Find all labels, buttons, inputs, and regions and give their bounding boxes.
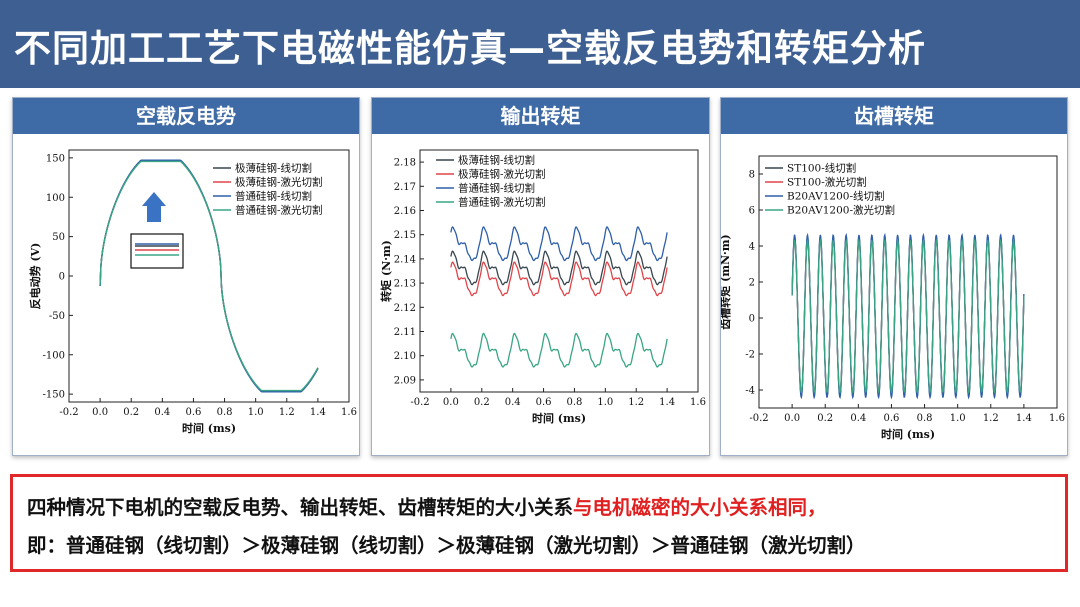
x-tick-label: 0.2 [123,407,139,418]
x-tick-label: 1.2 [983,413,999,424]
y-axis-label: 齿槽转矩 (mN·m) [721,234,732,329]
series-line [99,160,319,392]
legend-entry: 极薄硅钢-线切割 [235,162,312,175]
legend-entry: ST100-线切割 [787,162,856,175]
y-tick-label: 2.09 [394,375,416,386]
x-tick-label: 0.4 [154,407,170,418]
y-tick-label: 6 [749,206,755,217]
x-axis-label: 时间 (ms) [182,421,236,435]
series-line [450,332,668,368]
legend-entry: 极薄硅钢-激光切割 [235,176,323,189]
x-tick-label: 1.2 [628,397,644,408]
x-tick-label: 0.2 [474,397,490,408]
y-tick-label: -150 [43,390,65,401]
y-tick-label: -50 [49,311,65,322]
x-tick-label: 1.4 [310,407,326,418]
x-tick-label: 0.2 [817,413,833,424]
y-axis-label: 转矩 (N·m) [379,240,393,302]
legend-entry: 极薄硅钢-线切割 [458,154,535,167]
panel-header-back-emf: 空载反电势 [13,98,359,134]
title-bar: 不同加工工艺下电磁性能仿真—空载反电势和转矩分析 [0,0,1080,88]
x-tick-label: 1.4 [659,397,675,408]
legend-entry: 极薄硅钢-激光切割 [458,168,546,181]
x-tick-label: 0.8 [917,413,933,424]
y-tick-label: 2.10 [394,351,416,362]
back-emf-chart: -0.2 0.0 0.2 0.4 0.6 0.8 1.0 1.2 1.4 1.6 150 100 50 0… [28,149,357,435]
y-tick-label: 2.11 [394,327,416,338]
x-tick-label: -0.2 [59,407,78,418]
y-tick-label: 2.18 [394,158,416,169]
output-torque-chart: -0.2 0.0 0.2 0.4 0.6 0.8 1.0 1.2 1.4 1.6 2.18 2.17 2… [379,149,706,425]
y-tick-label: 0 [749,314,755,325]
y-tick-label: 2.14 [394,254,416,265]
panel-output-torque: 输出转矩 -0.2 0.0 0.2 0.4 0.6 0.8 1.0 1.2 1.4 1.6 2.18… [371,97,710,456]
legend-entry: 普通硅钢-激光切割 [235,204,323,217]
x-tick-label: 0.6 [883,413,899,424]
legend-entry: 普通硅钢-激光切割 [458,196,546,209]
summary-text-red: 与电机磁密的大小关系相同， [573,496,827,519]
x-tick-label: 1.6 [690,397,706,408]
x-tick-label: 1.2 [279,407,295,418]
x-tick-label: 1.4 [1016,413,1032,424]
y-tick-label: 2.12 [394,303,416,314]
x-tick-label: 0.8 [566,397,582,408]
y-tick-label: 2.15 [394,230,416,241]
up-arrow-icon [142,192,166,222]
y-tick-label: 150 [46,153,65,164]
y-tick-label: -100 [43,350,65,361]
legend-entry: 普通硅钢-线切割 [235,190,312,203]
x-tick-label: 1.0 [597,397,613,408]
x-tick-label: 0.4 [505,397,521,408]
legend-entry: ST100-激光切割 [787,176,867,189]
x-tick-label: 1.0 [950,413,966,424]
y-axis-label: 反电动势 (V) [28,243,42,310]
y-tick-label: 2.17 [394,182,416,193]
summary-line-2: 即：普通硅钢（线切割）＞极薄硅钢（线切割）＞极薄硅钢（激光切割）＞普通硅钢（激光… [27,534,866,557]
x-tick-label: 1.6 [1049,413,1065,424]
x-tick-label: 0.0 [443,397,459,408]
y-tick-label: 2.16 [394,206,416,217]
x-tick-label: 1.6 [341,407,357,418]
panel-cogging-torque: 齿槽转矩 -0.2 0.0 0.2 0.4 0.6 0.8 1.0 1.2 1.4 1.6 8 6 4 2… [720,97,1068,456]
legend-entry: 普通硅钢-线切割 [458,182,535,195]
y-tick-label: -4 [745,386,755,397]
x-tick-label: 1.0 [248,407,264,418]
x-tick-label: -0.2 [749,413,768,424]
y-tick-label: 100 [46,193,65,204]
legend-entry: B20AV1200-线切割 [787,190,885,203]
x-axis-label: 时间 (ms) [532,411,586,425]
y-tick-label: -2 [745,350,755,361]
x-tick-label: 0.6 [536,397,552,408]
summary-line-1: 四种情况下电机的空载反电势、输出转矩、齿槽转矩的大小关系与电机磁密的大小关系相同… [27,491,827,520]
page-title: 不同加工工艺下电磁性能仿真—空载反电势和转矩分析 [14,27,926,70]
y-tick-label: 2.13 [394,279,416,290]
series-line [450,250,668,286]
summary-box: 四种情况下电机的空载反电势、输出转矩、齿槽转矩的大小关系与电机磁密的大小关系相同… [10,474,1068,572]
y-tick-label: 8 [749,170,755,181]
x-tick-label: 0.6 [185,407,201,418]
y-tick-label: 0 [59,272,65,283]
x-tick-label: 0.0 [92,407,108,418]
series-line [791,238,1025,395]
x-tick-label: -0.2 [410,397,429,408]
cogging-torque-chart: -0.2 0.0 0.2 0.4 0.6 0.8 1.0 1.2 1.4 1.6 8 6 4 2 0 -2 -4… [721,155,1065,441]
zoom-box [130,233,184,269]
panel-header-output-torque: 输出转矩 [372,98,709,134]
series-line [450,261,668,297]
legend-entry: B20AV1200-激光切割 [787,204,895,217]
plot-frame [419,149,699,393]
x-axis-label: 时间 (ms) [881,427,935,441]
x-tick-label: 0.8 [217,407,233,418]
summary-text-black: 四种情况下电机的空载反电势、输出转矩、齿槽转矩的大小关系 [27,496,574,519]
panel-header-cogging-torque: 齿槽转矩 [721,98,1067,134]
y-tick-label: 2 [749,278,755,289]
y-tick-label: 50 [52,232,65,243]
y-tick-label: 4 [749,242,755,253]
x-tick-label: 0.0 [784,413,800,424]
series-line [450,226,668,262]
panel-back-emf: 空载反电势 -0.2 0.0 0.2 0.4 0.6 0.8 1.0 1.2 1.4 1.6 150… [12,97,360,456]
x-tick-label: 0.4 [850,413,866,424]
